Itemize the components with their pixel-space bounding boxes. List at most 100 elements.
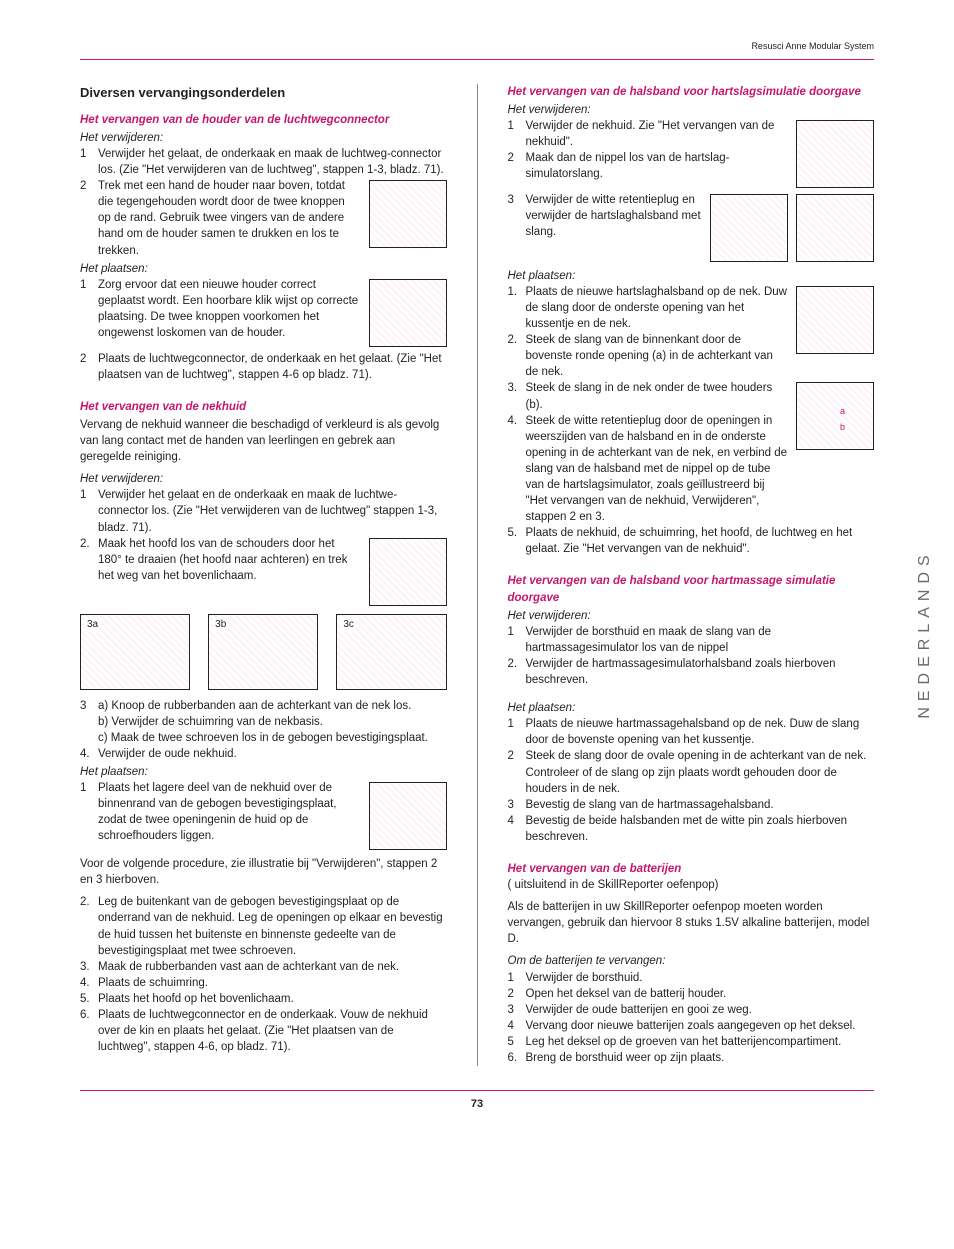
step-number: 1	[508, 970, 526, 986]
step-text: Verwijder de hartmassagesimulatorhalsban…	[526, 656, 875, 688]
step-text: Plaats de nieuwe hartmassagehalsband op …	[526, 716, 875, 748]
s2-intro: Vervang de nekhuid wanneer die beschadig…	[80, 417, 447, 465]
step-number: 4.	[80, 746, 98, 762]
s2-pl-list-2: 2.Leg de buitenkant van de gebogen beves…	[80, 894, 447, 1055]
s5-note2: Als de batterijen in uw SkillReporter oe…	[508, 899, 875, 947]
illustration-row-3abc: 3a 3b 3c	[80, 614, 447, 690]
illustration-r1	[796, 120, 874, 188]
content-columns: Diversen vervangingsonderdelen Het verva…	[80, 84, 874, 1067]
s2-rem-list: 1Verwijder het gelaat en de onderkaak en…	[80, 487, 447, 609]
illus-3c: 3c	[336, 614, 446, 690]
illus-caption: 3b	[213, 618, 228, 632]
step-text: Plaats de luchtwegconnector, de onderkaa…	[98, 351, 447, 383]
s3-title: Het vervangen van de halsband voor harts…	[508, 84, 875, 100]
step-number: 2	[508, 748, 526, 796]
step-text: Maak het hoofd los van de schouders door…	[98, 536, 447, 610]
step-text: Trek met een hand de houder naar boven, …	[98, 178, 447, 258]
step-text: Steek de slang door de ovale opening in …	[526, 748, 875, 796]
language-tab: NEDERLANDS	[914, 549, 936, 718]
s5-note1: ( uitsluitend in de SkillReporter oefenp…	[508, 877, 875, 893]
illus-caption: 3c	[341, 618, 356, 632]
illustration-head-rotate	[369, 538, 447, 606]
step-number: 1.	[508, 284, 526, 332]
step-text: Bevestig de beide halsbanden met de witt…	[526, 813, 875, 845]
step-text: Plaats de schuimring.	[98, 975, 447, 991]
step-number: 5	[508, 1034, 526, 1050]
step-text: Steek de slang van de binnenkant door de…	[526, 332, 789, 380]
step-number: 3.	[508, 380, 526, 412]
step-text: Bevestig de slang van de hartmassagehals…	[526, 797, 875, 813]
illus-3b: 3b	[208, 614, 318, 690]
step-text-inner: Maak het hoofd los van de schouders door…	[98, 538, 347, 582]
step-number: 3	[508, 192, 526, 240]
illus-3a: 3a	[80, 614, 190, 690]
s2-rem-list-3: 3a) Knoop de rubberbanden aan de achterk…	[80, 698, 447, 762]
step-number: 3	[508, 797, 526, 813]
illustration-holder-2	[369, 279, 447, 347]
s3-rem-label: Het verwijderen:	[508, 102, 875, 118]
step-number: 5.	[508, 525, 526, 557]
step-text: Maak dan de nippel los van de hartslag-s…	[526, 150, 789, 182]
step-number: 4	[508, 813, 526, 845]
step-number: 5.	[80, 991, 98, 1007]
step-text: Verwijder de nekhuid. Zie "Het vervangen…	[526, 118, 789, 150]
step-text: Plaats het lagere deel van de nekhuid ov…	[98, 780, 447, 854]
step-text: Maak de rubberbanden vast aan de achterk…	[98, 959, 447, 975]
s1-title: Het vervangen van de houder van de lucht…	[80, 112, 447, 128]
step-number: 3	[80, 698, 98, 714]
step-number: 1	[80, 487, 98, 535]
illustration-r4	[796, 286, 874, 354]
step-text-inner: Trek met een hand de houder naar boven, …	[98, 180, 345, 256]
step-text: Verwijder het gelaat, de onderkaak en ma…	[98, 146, 447, 178]
step-text: Vervang door nieuwe batterijen zoals aan…	[526, 1018, 875, 1034]
main-section-title: Diversen vervangingsonderdelen	[80, 84, 447, 102]
s1-rem-label: Het verwijderen:	[80, 130, 447, 146]
step-text: Verwijder de oude nekhuid.	[98, 746, 447, 762]
step-number: 4	[508, 1018, 526, 1034]
s4-pl-list: 1Plaats de nieuwe hartmassagehalsband op…	[508, 716, 875, 845]
s5-proc-label: Om de batterijen te vervangen:	[508, 953, 875, 969]
step-text: Zorg ervoor dat een nieuwe houder correc…	[98, 277, 447, 351]
label-b: b	[840, 421, 845, 434]
step-number: 2	[508, 986, 526, 1002]
s2-pl-list: 1 Plaats het lagere deel van de nekhuid …	[80, 780, 447, 854]
step-number: 1	[80, 277, 98, 351]
right-column: Het vervangen van de halsband voor harts…	[508, 84, 875, 1067]
step-number: 1	[80, 146, 98, 178]
step-text: c) Maak de twee schroeven los in de gebo…	[98, 730, 447, 746]
step-number: 2	[80, 178, 98, 258]
step-number: 4.	[508, 413, 526, 526]
step-number	[80, 730, 98, 746]
step-text: Verwijder de borsthuid en maak de slang …	[526, 624, 875, 656]
step-number: 2.	[80, 894, 98, 958]
illustration-r2	[796, 194, 874, 262]
step-text: Verwijder de oude batterijen en gooi ze …	[526, 1002, 875, 1018]
column-divider	[477, 84, 478, 1067]
s2-title: Het vervangen van de nekhuid	[80, 399, 447, 415]
illustration-r5-ab: a b	[796, 382, 874, 450]
step-number: 6.	[80, 1007, 98, 1055]
step-text-inner: Zorg ervoor dat een nieuwe houder correc…	[98, 279, 358, 339]
step-number: 3.	[80, 959, 98, 975]
step-text: Leg de buitenkant van de gebogen bevesti…	[98, 894, 447, 958]
step-number: 2.	[508, 332, 526, 380]
step-number: 4.	[80, 975, 98, 991]
step-text: Plaats de nieuwe hartslaghalsband op de …	[526, 284, 789, 332]
step-text: Steek de slang in de nek onder de twee h…	[526, 380, 789, 412]
step-number: 1	[80, 780, 98, 854]
step-number: 2	[508, 150, 526, 182]
step-text: Steek de witte retentieplug door de open…	[526, 413, 789, 526]
step-number: 1	[508, 118, 526, 150]
header-product-label: Resusci Anne Modular System	[80, 40, 874, 60]
step-number	[80, 714, 98, 730]
step-text: b) Verwijder de schuimring van de nekbas…	[98, 714, 447, 730]
step-text: Verwijder het gelaat en de onderkaak en …	[98, 487, 447, 535]
s2-pl-label: Het plaatsen:	[80, 764, 447, 780]
step-text: Plaats de luchtwegconnector en de onderk…	[98, 1007, 447, 1055]
illus-caption: 3a	[85, 618, 100, 632]
s4-rem-list: 1Verwijder de borsthuid en maak de slang…	[508, 624, 875, 688]
s2-rem-label: Het verwijderen:	[80, 471, 447, 487]
illustration-r3	[710, 194, 788, 262]
illustration-neck-skin	[369, 782, 447, 850]
step-number: 2.	[508, 656, 526, 688]
